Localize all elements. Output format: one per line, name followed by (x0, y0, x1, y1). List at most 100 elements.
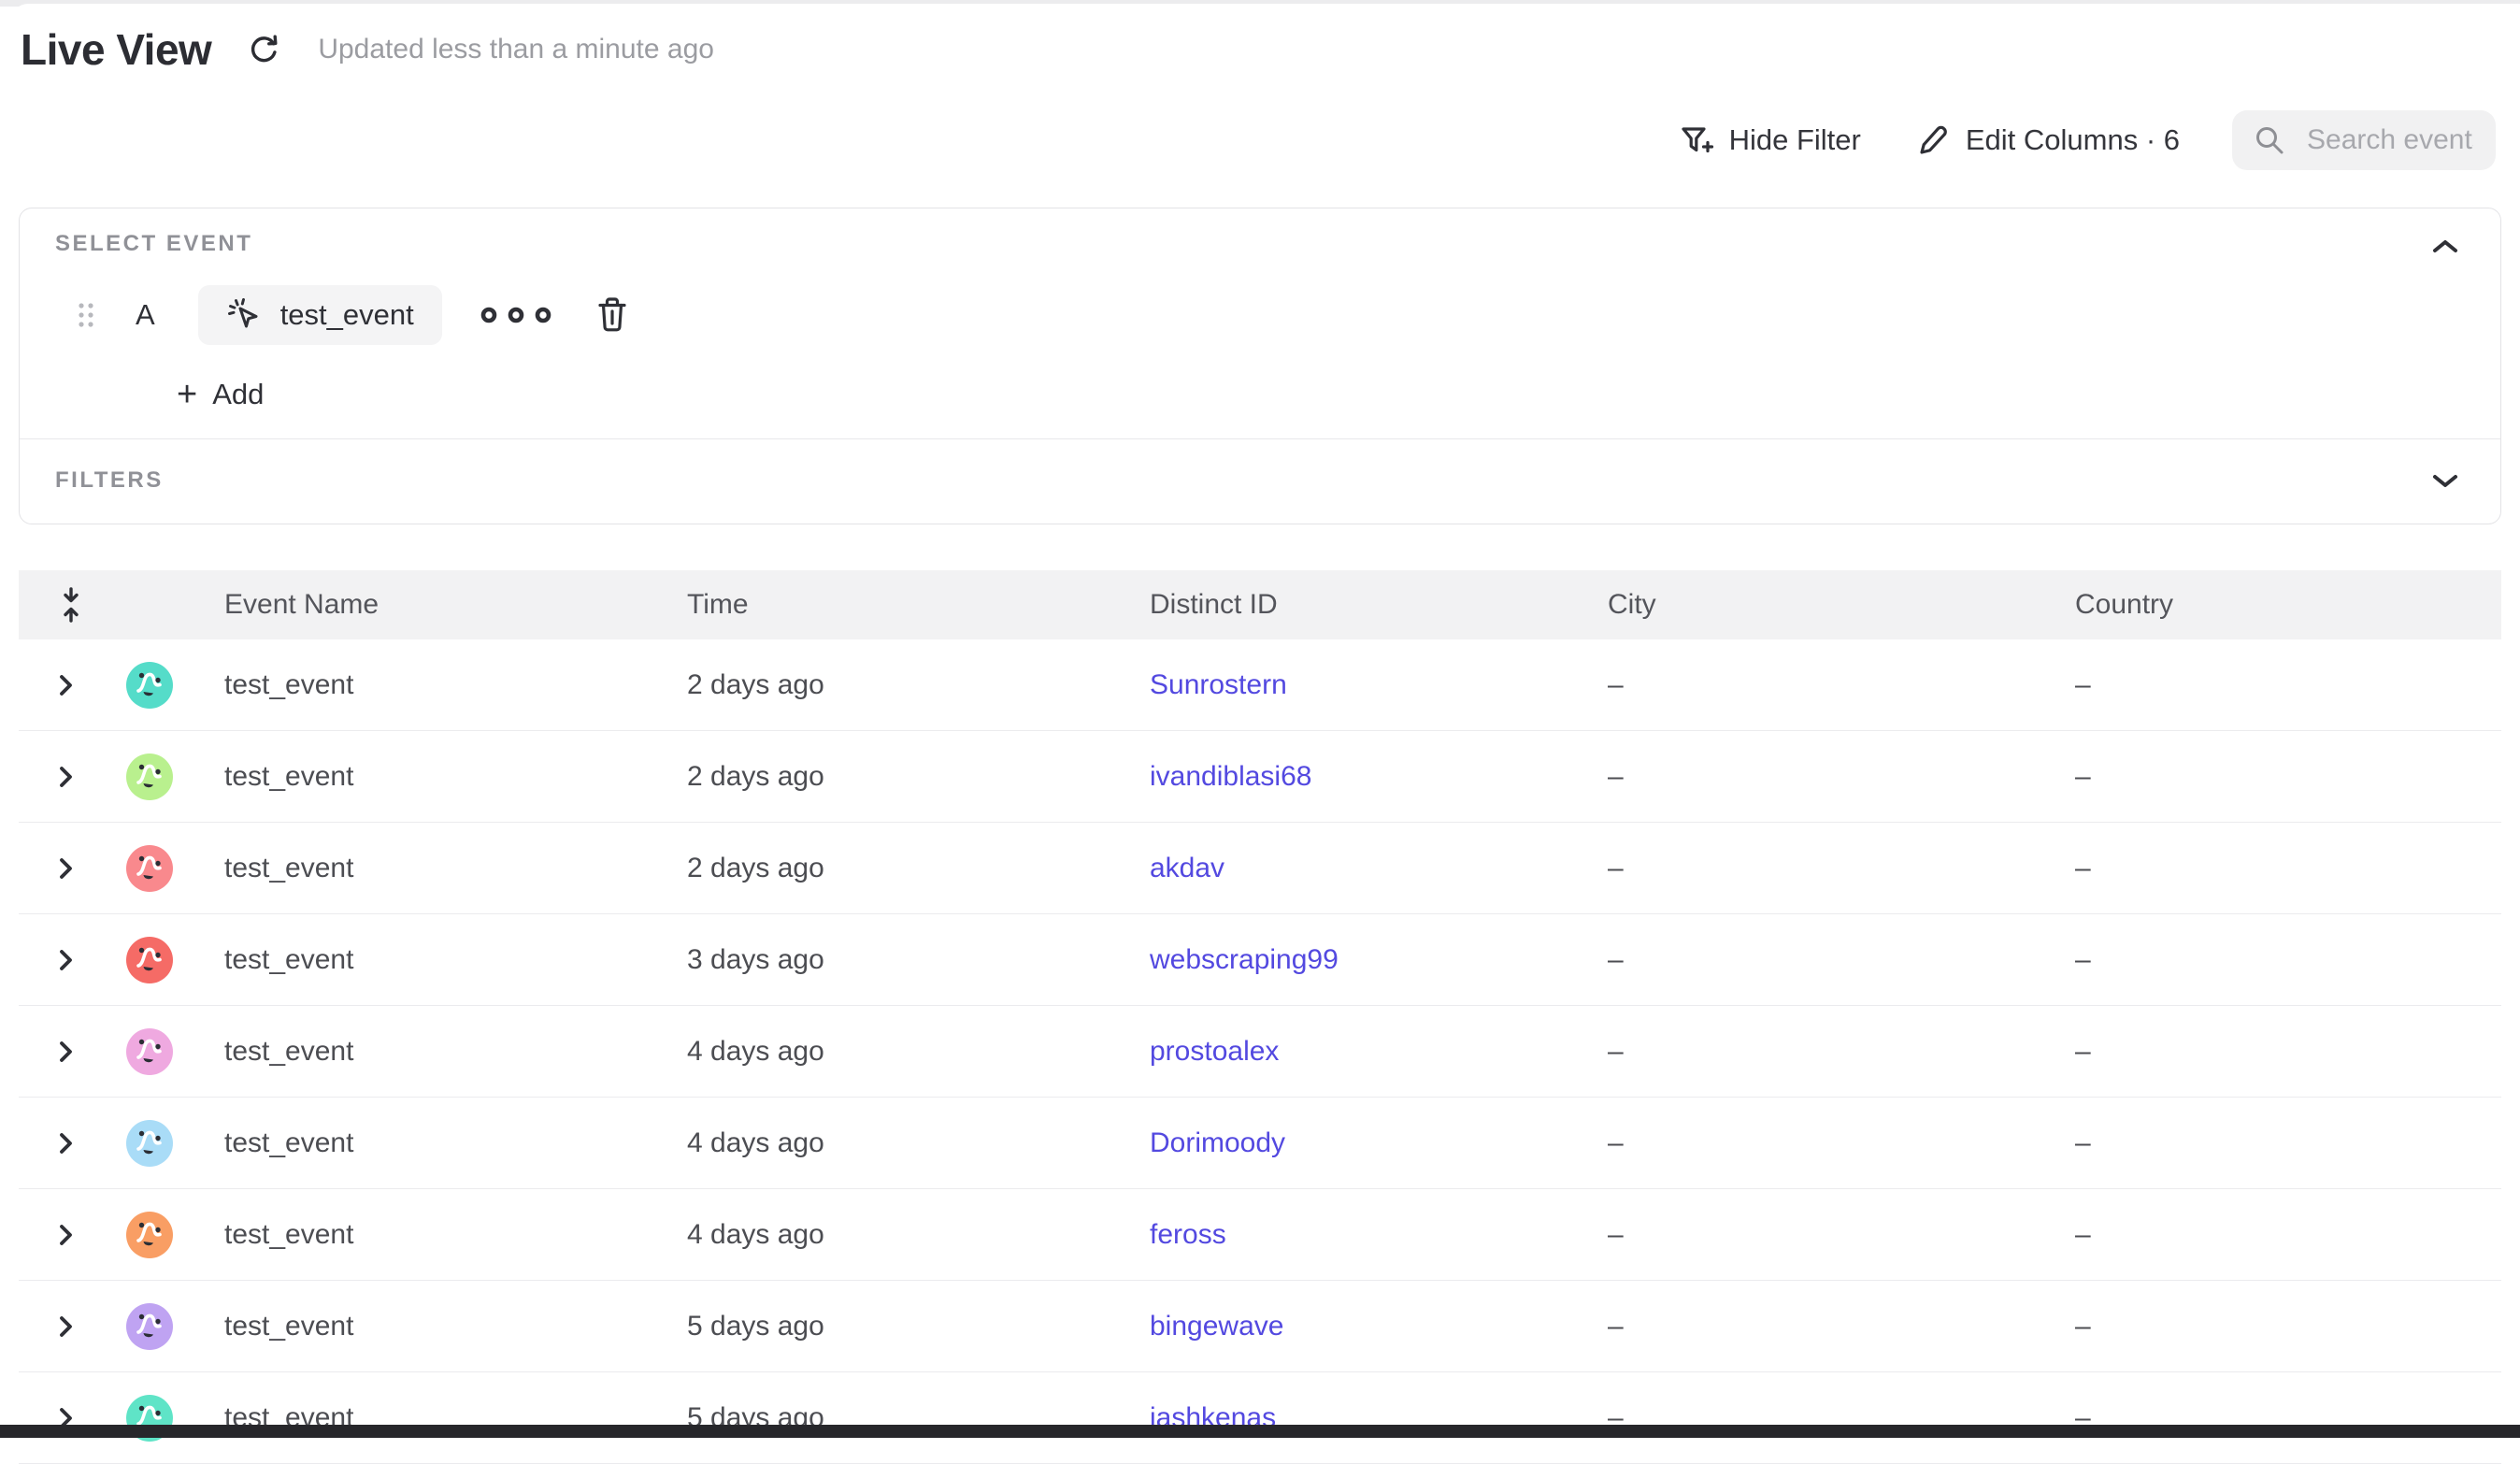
event-query-row: A test_event (55, 285, 2463, 345)
cursor-click-icon (226, 296, 264, 334)
more-options-icon[interactable] (478, 304, 554, 326)
cell-country: – (2075, 1127, 2091, 1158)
events-table: Event Name Time Distinct ID City Country… (19, 570, 2501, 1464)
refresh-icon[interactable] (247, 32, 282, 67)
distinct-id-link[interactable]: bingewave (1150, 1310, 1284, 1342)
cell-city: – (1608, 1218, 1624, 1250)
cell-event-name: test_event (224, 852, 354, 883)
cell-city: – (1608, 1035, 1624, 1067)
select-event-label: SELECT EVENT (55, 231, 253, 256)
column-header-event-name: Event Name (224, 589, 379, 620)
row-expand-chevron-icon[interactable] (56, 854, 98, 883)
distinct-id-link[interactable]: akdav (1150, 852, 1225, 883)
filter-plus-icon (1677, 122, 1714, 159)
event-row-letter: A (136, 298, 155, 331)
window-bottom-bar (0, 1425, 2520, 1438)
cell-time: 4 days ago (687, 1035, 824, 1067)
table-row: test_event 2 days ago akdav – – (19, 823, 2501, 914)
cell-city: – (1608, 852, 1624, 883)
cell-country: – (2075, 760, 2091, 792)
panel-divider (20, 438, 2500, 439)
user-avatar (126, 661, 173, 709)
select-event-section: SELECT EVENT A (20, 208, 2500, 412)
cell-country: – (2075, 1218, 2091, 1250)
collapse-rows-icon[interactable] (19, 586, 98, 624)
search-input[interactable] (2305, 123, 2475, 157)
column-header-country: Country (2075, 589, 2174, 620)
window-top-edge (0, 0, 2520, 7)
cell-country: – (2075, 668, 2091, 700)
cell-event-name: test_event (224, 1310, 354, 1342)
chevron-down-icon (2429, 470, 2461, 491)
page-header: Live View Updated less than a minute ago (21, 24, 714, 75)
table-body: test_event 2 days ago Sunrostern – – test_ev… (19, 639, 2501, 1464)
cell-time: 4 days ago (687, 1218, 824, 1250)
column-header-time: Time (687, 589, 749, 620)
cell-time: 2 days ago (687, 668, 824, 700)
cell-city: – (1608, 668, 1624, 700)
row-expand-chevron-icon[interactable] (56, 946, 98, 974)
updated-status: Updated less than a minute ago (318, 34, 714, 65)
row-expand-chevron-icon[interactable] (56, 1129, 98, 1157)
hide-filter-label: Hide Filter (1728, 123, 1861, 156)
distinct-id-link[interactable]: webscraping99 (1150, 943, 1339, 975)
cell-time: 2 days ago (687, 760, 824, 792)
user-avatar (126, 936, 173, 983)
table-row: test_event 3 days ago webscraping99 – – (19, 914, 2501, 1006)
user-avatar (126, 1027, 173, 1075)
table-header-row: Event Name Time Distinct ID City Country (19, 570, 2501, 639)
distinct-id-link[interactable]: prostoalex (1150, 1035, 1280, 1067)
cell-city: – (1608, 760, 1624, 792)
distinct-id-link[interactable]: Dorimoody (1150, 1127, 1286, 1158)
table-row: test_event 4 days ago Dorimoody – – (19, 1098, 2501, 1189)
selected-event-name: test_event (279, 298, 414, 331)
cell-city: – (1608, 1310, 1624, 1342)
trash-icon[interactable] (594, 295, 631, 335)
column-header-city: City (1608, 589, 1656, 620)
row-expand-chevron-icon[interactable] (56, 671, 98, 699)
edit-columns-button[interactable]: Edit Columns · 6 (1913, 122, 2180, 159)
cell-city: – (1608, 1127, 1624, 1158)
add-event-button[interactable]: + Add (177, 377, 2463, 412)
hide-filter-button[interactable]: Hide Filter (1677, 122, 1861, 159)
chevron-up-icon[interactable] (2429, 237, 2461, 257)
user-avatar (126, 753, 173, 800)
distinct-id-link[interactable]: ivandiblasi68 (1150, 760, 1312, 792)
cell-city: – (1608, 943, 1624, 975)
row-expand-chevron-icon[interactable] (56, 1404, 98, 1432)
toolbar: Hide Filter Edit Columns · 6 (1677, 110, 2496, 170)
row-expand-chevron-icon[interactable] (56, 1221, 98, 1249)
table-row: test_event 4 days ago feross – – (19, 1189, 2501, 1281)
row-expand-chevron-icon[interactable] (56, 1038, 98, 1066)
query-builder-panel: SELECT EVENT A (19, 208, 2501, 524)
distinct-id-link[interactable]: feross (1150, 1218, 1226, 1250)
cell-time: 2 days ago (687, 852, 824, 883)
cell-event-name: test_event (224, 943, 354, 975)
plus-icon: + (177, 375, 198, 414)
edit-columns-label: Edit Columns · 6 (1965, 123, 2180, 156)
search-events-box[interactable] (2232, 110, 2496, 170)
filters-section-header[interactable]: FILTERS (20, 439, 2500, 524)
table-row: test_event 2 days ago ivandiblasi68 – – (19, 731, 2501, 823)
cell-country: – (2075, 1035, 2091, 1067)
row-expand-chevron-icon[interactable] (56, 763, 98, 791)
page-title: Live View (21, 25, 212, 74)
table-row: test_event 2 days ago Sunrostern – – (19, 639, 2501, 731)
pencil-icon (1913, 122, 1951, 159)
filters-label: FILTERS (55, 467, 164, 493)
add-label: Add (212, 378, 265, 410)
drag-handle-icon[interactable] (76, 298, 96, 332)
cell-event-name: test_event (224, 668, 354, 700)
cell-country: – (2075, 943, 2091, 975)
event-selector-chip[interactable]: test_event (197, 285, 442, 345)
table-row: test_event 5 days ago bingewave – – (19, 1281, 2501, 1372)
cell-event-name: test_event (224, 1127, 354, 1158)
row-expand-chevron-icon[interactable] (56, 1313, 98, 1341)
distinct-id-link[interactable]: Sunrostern (1150, 668, 1287, 700)
cell-time: 5 days ago (687, 1310, 824, 1342)
column-header-distinct-id: Distinct ID (1150, 589, 1278, 620)
cell-event-name: test_event (224, 1218, 354, 1250)
table-row: test_event 5 days ago jashkenas – – (19, 1372, 2501, 1464)
user-avatar (126, 1119, 173, 1167)
page-card-top (11, 4, 2520, 45)
